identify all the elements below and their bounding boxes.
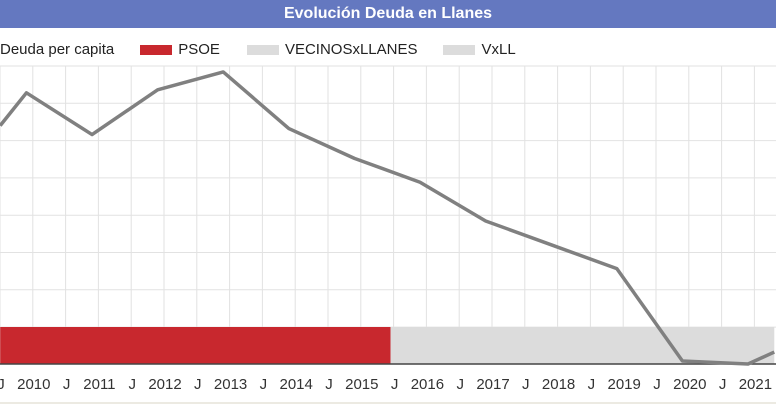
x-tick-label: J bbox=[522, 376, 530, 393]
x-tick-label: 2010 bbox=[17, 376, 50, 393]
legend-item-vxll: VxLL bbox=[481, 41, 516, 58]
legend-item-psoe: PSOE bbox=[178, 41, 220, 58]
legend-item-vecinos: VECINOSxLLANES bbox=[284, 41, 418, 58]
x-tick-label: 2020 bbox=[673, 376, 706, 393]
x-tick-label: 2021 bbox=[739, 376, 772, 393]
x-tick-label: J bbox=[391, 376, 399, 393]
x-tick-label: 2013 bbox=[214, 376, 247, 393]
x-tick-label: 2011 bbox=[83, 376, 115, 393]
x-tick-label: 2018 bbox=[542, 376, 575, 393]
chart-title: Evolución Deuda en Llanes bbox=[0, 0, 776, 28]
period-band-vecinosxllanes bbox=[390, 327, 775, 364]
x-tick-label: J bbox=[325, 376, 333, 393]
x-tick-label: J bbox=[456, 376, 464, 393]
x-tick-label: 2012 bbox=[148, 376, 181, 393]
x-tick-label: J bbox=[194, 376, 202, 393]
x-tick-label: 2015 bbox=[345, 376, 378, 393]
x-tick-label: J bbox=[719, 376, 727, 393]
period-band-psoe bbox=[0, 327, 391, 364]
x-tick-label: J bbox=[260, 376, 268, 393]
legend-swatch-vxll bbox=[443, 44, 476, 55]
legend-item-deuda: Deuda per capita bbox=[0, 41, 115, 58]
legend: Deuda per capita PSOE VECINOSxLLANES VxL… bbox=[0, 41, 516, 58]
x-tick-label: J bbox=[588, 376, 596, 393]
x-tick-label: 2017 bbox=[476, 376, 509, 393]
legend-swatch-psoe bbox=[140, 44, 173, 55]
x-tick-label: 2019 bbox=[608, 376, 641, 393]
legend-swatch-vecinos bbox=[246, 44, 279, 55]
x-tick-label: J bbox=[63, 376, 71, 393]
x-tick-label: 2014 bbox=[280, 376, 313, 393]
x-tick-label: 2016 bbox=[411, 376, 444, 393]
x-tick-label: J bbox=[653, 376, 661, 393]
x-tick-label: J bbox=[0, 376, 5, 393]
series-line-deuda bbox=[0, 70, 776, 366]
x-tick-label: J bbox=[128, 376, 136, 393]
